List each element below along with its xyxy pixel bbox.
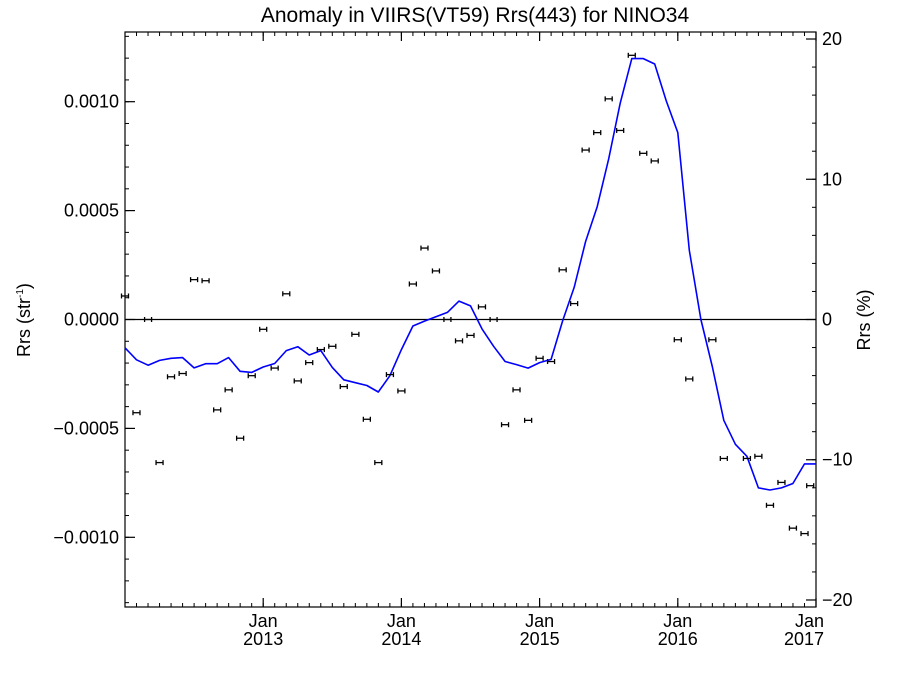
data-point	[339, 384, 348, 390]
x-tick-label-month: Jan	[249, 611, 278, 631]
data-point	[178, 371, 187, 377]
left-y-axis-ticks: 0.0010 0.0005 0.0000 −0.0005 −0.0010	[53, 35, 135, 604]
data-point	[213, 407, 222, 413]
data-point	[593, 130, 602, 136]
x-tick-label-year: 2013	[243, 629, 283, 649]
right-y-tick-label: 0	[822, 310, 832, 330]
smoothed-anomaly-line	[124, 57, 816, 491]
data-point	[627, 52, 636, 58]
x-tick-label-month: Jan	[525, 611, 554, 631]
data-point	[293, 378, 302, 384]
data-point	[489, 317, 498, 322]
x-tick-label-year: 2017	[784, 629, 824, 649]
data-point	[282, 291, 291, 297]
data-point	[431, 268, 441, 274]
right-y-tick-label: −20	[822, 590, 853, 610]
left-y-tick-label: 0.0000	[64, 310, 119, 330]
data-point	[806, 483, 815, 489]
smoothed-line-path	[124, 57, 816, 491]
right-y-tick-label: 20	[822, 29, 842, 49]
data-point	[765, 502, 775, 508]
data-point	[558, 267, 567, 273]
data-point	[408, 281, 418, 287]
data-point	[604, 96, 613, 102]
data-point	[777, 479, 786, 485]
data-point	[362, 416, 372, 422]
x-tick-label-month: Jan	[387, 611, 416, 631]
data-point	[328, 343, 337, 349]
x-tick-label-month: Jan	[795, 611, 824, 631]
data-point	[477, 304, 487, 310]
data-point	[742, 455, 752, 461]
data-point	[754, 453, 763, 459]
data-point	[166, 374, 176, 380]
x-tick-label-year: 2016	[658, 629, 698, 649]
data-point	[800, 531, 809, 537]
data-point	[500, 422, 510, 428]
data-point	[235, 435, 245, 441]
data-point	[443, 317, 452, 322]
data-point	[351, 331, 360, 337]
data-point	[132, 410, 141, 416]
data-point	[120, 293, 130, 299]
x-tick-label-year: 2015	[520, 629, 560, 649]
data-point	[454, 338, 464, 344]
right-y-tick-label: 10	[822, 169, 842, 189]
x-tick-label-month: Jan	[663, 611, 692, 631]
left-y-tick-label: −0.0005	[53, 418, 119, 438]
data-point	[305, 360, 314, 366]
data-point	[546, 359, 556, 365]
data-point	[224, 387, 233, 393]
data-point	[581, 147, 590, 153]
left-y-tick-label: 0.0010	[64, 92, 119, 112]
anomaly-points	[120, 52, 815, 537]
data-point	[143, 317, 153, 322]
data-point	[650, 158, 659, 164]
data-point	[673, 337, 682, 343]
data-point	[616, 127, 625, 133]
data-point	[523, 417, 533, 423]
data-point	[685, 376, 694, 382]
chart-title: Anomaly in VIIRS(VT59) Rrs(443) for NINO…	[261, 4, 690, 27]
data-point	[201, 278, 210, 284]
right-y-axis-ticks: 20 10 0 −10 −20	[806, 29, 853, 610]
data-point	[189, 277, 199, 283]
data-point	[719, 455, 728, 461]
data-point	[385, 372, 395, 378]
data-point	[247, 373, 256, 379]
right-y-axis-label: Rrs (%)	[854, 290, 874, 351]
data-point	[708, 337, 717, 343]
data-point	[535, 355, 544, 361]
data-point	[397, 388, 406, 394]
data-point	[420, 245, 429, 251]
data-point	[316, 347, 325, 353]
data-point	[155, 460, 164, 466]
data-point	[788, 525, 798, 531]
left-y-tick-label: −0.0010	[53, 527, 119, 547]
data-point	[512, 387, 521, 393]
left-y-tick-label: 0.0005	[64, 201, 119, 221]
data-point	[374, 460, 383, 466]
data-point	[570, 301, 579, 307]
right-y-tick-label: −10	[822, 450, 853, 470]
data-point	[270, 365, 279, 371]
left-y-axis-label: Rrs (str-1)	[14, 283, 34, 357]
data-point	[639, 150, 648, 156]
data-point	[259, 326, 268, 332]
data-point	[466, 332, 475, 338]
x-tick-label-year: 2014	[381, 629, 421, 649]
